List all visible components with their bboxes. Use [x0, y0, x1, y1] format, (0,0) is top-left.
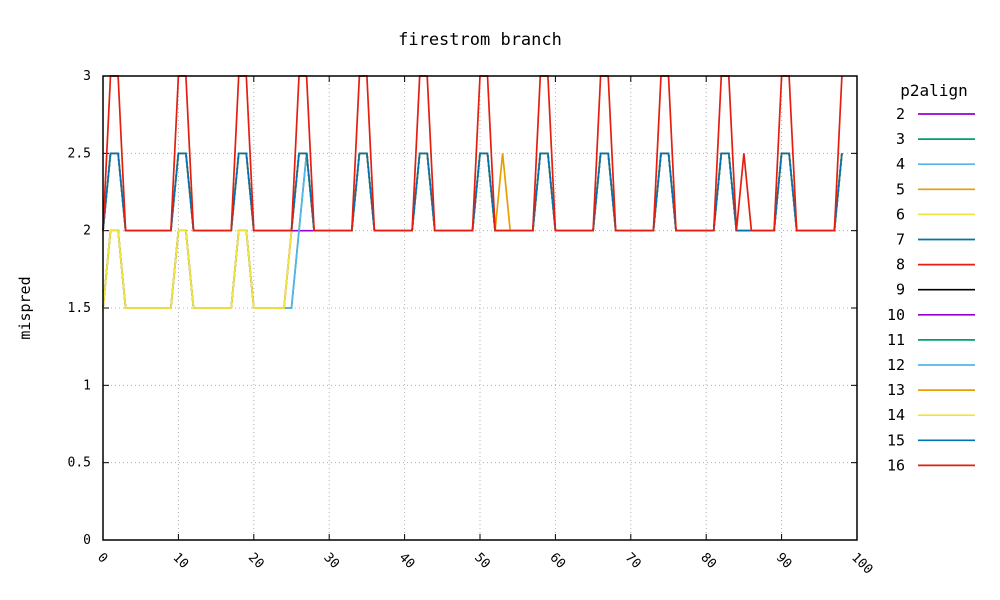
series-lines: [102, 75, 843, 309]
x-tick-label: 80: [697, 550, 719, 572]
legend-label-8: 8: [896, 256, 905, 274]
y-tick-label: 1: [83, 378, 91, 393]
x-axis-ticks: 0 10 20 30 40 50 60 70 80 90 100: [94, 76, 875, 577]
legend-label-2: 2: [896, 105, 905, 123]
chart-title: firestrom branch: [398, 30, 562, 50]
y-tick-label: 0.5: [68, 456, 91, 471]
legend-label-5: 5: [896, 180, 905, 198]
x-tick-label: 100: [848, 550, 875, 577]
legend-label-11: 11: [887, 331, 905, 349]
y-tick-label: 3: [83, 69, 91, 84]
legend-label-12: 12: [887, 356, 905, 374]
y-axis-label: mispred: [16, 276, 34, 339]
grid: [103, 76, 857, 540]
legend-label-4: 4: [896, 155, 905, 173]
y-tick-label: 2: [83, 224, 91, 239]
y-axis-ticks: 0 0.5 1 1.5 2 2.5 3: [68, 69, 857, 548]
x-tick-label: 10: [170, 550, 192, 572]
x-tick-label: 40: [396, 550, 418, 572]
legend-label-9: 9: [896, 281, 905, 299]
x-tick-label: 60: [547, 550, 569, 572]
legend: p2align 2 3 4 5 6 7 8 9 10 11 12 13 14 15 16: [887, 81, 975, 474]
y-tick-label: 1.5: [68, 301, 91, 316]
x-tick-label: 90: [773, 550, 795, 572]
y-tick-label: 0: [83, 533, 91, 548]
x-tick-label: 50: [471, 550, 493, 572]
legend-label-13: 13: [887, 381, 905, 399]
legend-label-3: 3: [896, 130, 905, 148]
x-tick-label: 0: [94, 550, 110, 566]
legend-label-7: 7: [896, 231, 905, 249]
legend-label-14: 14: [887, 406, 905, 424]
y-tick-label: 2.5: [68, 146, 91, 161]
legend-label-15: 15: [887, 431, 905, 449]
legend-label-6: 6: [896, 205, 905, 223]
legend-label-10: 10: [887, 306, 905, 324]
x-tick-label: 30: [320, 550, 342, 572]
legend-title: p2align: [900, 81, 967, 100]
legend-label-16: 16: [887, 456, 905, 474]
plot-frame: [102, 75, 858, 541]
x-tick-label: 20: [245, 550, 267, 572]
x-tick-label: 70: [622, 550, 644, 572]
